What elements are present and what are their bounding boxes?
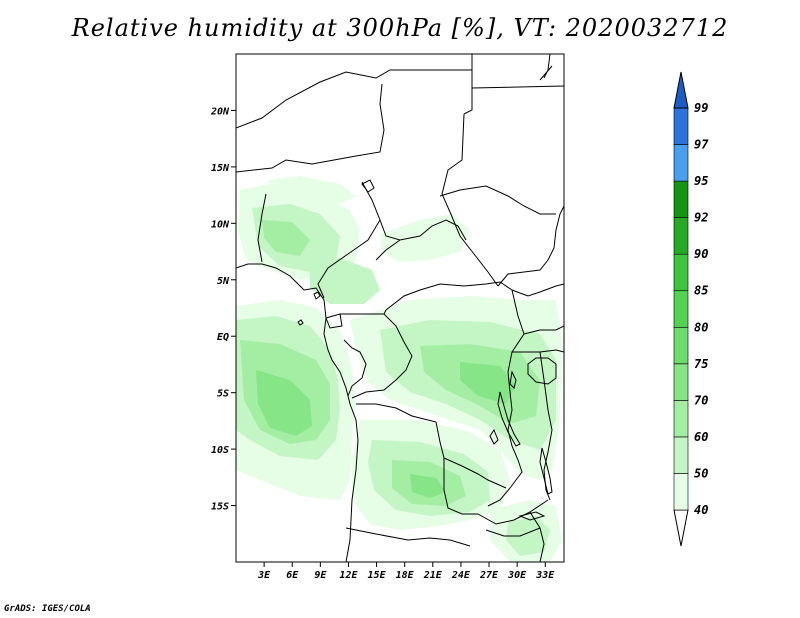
- colorbar-segment: [673, 363, 689, 401]
- lat-tick-label: 10N: [211, 219, 230, 230]
- lon-tick-label: 21E: [423, 570, 443, 581]
- colorbar-segment: [673, 217, 689, 255]
- border-gabon-congo: [325, 313, 343, 329]
- lon-tick-label: 30E: [507, 570, 527, 581]
- border-uganda-south: [512, 349, 564, 353]
- border-cameroon-chad: [375, 239, 401, 261]
- lat-tick-label: 5N: [217, 276, 230, 287]
- colorbar-segment: [673, 253, 689, 292]
- lon-tick-label: 6E: [286, 570, 299, 581]
- border-uganda-kenya: [523, 325, 564, 335]
- colorbar-label: 40: [694, 503, 708, 517]
- colorbar: 40 50 60 70 75 80 85 90 92 95 97 99: [673, 71, 709, 547]
- border-car-drc: [385, 281, 564, 311]
- chart-title: Relative humidity at 300hPa [%], VT: 202…: [71, 14, 729, 42]
- colorbar-segment: [673, 473, 689, 511]
- lon-tick-label: 27E: [479, 570, 499, 581]
- coastline-west: [236, 263, 359, 562]
- country-boundaries: [236, 54, 564, 562]
- border-cameroon-congo: [325, 309, 387, 319]
- colorbar-label: 97: [694, 138, 709, 152]
- border-gabon-inner: [343, 339, 367, 397]
- lat-tick-label: 10S: [211, 445, 229, 456]
- colorbar-segment: [673, 509, 689, 547]
- border-mozambique: [529, 511, 545, 562]
- lake-kariba: [518, 511, 546, 521]
- colorbar-segment: [673, 71, 689, 109]
- humidity-field: [236, 176, 562, 562]
- humidity-area: [310, 258, 380, 304]
- border-chad-sudan: [441, 113, 499, 287]
- colorbar-label: 95: [694, 174, 708, 188]
- lat-tick-label: 15N: [211, 163, 230, 174]
- colorbar-segment: [673, 436, 689, 474]
- map-frame: [235, 53, 565, 563]
- colorbar-segment: [673, 400, 689, 438]
- border-drc-angola: [356, 403, 507, 489]
- border-cameroon-car: [379, 219, 467, 241]
- lon-tick-label: 15E: [368, 570, 387, 581]
- lat-tick-label: 20N: [210, 106, 230, 117]
- border-niger-nigeria: [236, 83, 385, 173]
- colorbar-label: 70: [694, 393, 708, 407]
- border-zambia-south: [477, 499, 549, 525]
- lake-malawi: [539, 447, 553, 495]
- lon-tick-label: 33E: [535, 570, 555, 581]
- colorbar-label: 75: [694, 357, 708, 371]
- lat-tick-label: 5S: [217, 389, 229, 400]
- lake-chad: [361, 179, 375, 193]
- border-ethiopia: [539, 54, 553, 81]
- humidity-area: [410, 474, 446, 498]
- longitude-axis: 3E 6E 9E 12E 15E 18E 21E 24E 27E 30E 33E: [257, 562, 555, 581]
- colorbar-label: 50: [694, 466, 708, 480]
- humidity-area: [380, 214, 470, 262]
- lake-mweru: [489, 428, 499, 445]
- humidity-area: [262, 220, 310, 256]
- lake-tanganyika: [497, 391, 521, 447]
- lon-tick-label: 18E: [396, 570, 415, 581]
- lon-tick-label: 24E: [451, 570, 471, 581]
- border-sudan-south: [497, 205, 564, 287]
- island-bioko: [313, 291, 321, 300]
- lon-tick-label: 12E: [339, 570, 358, 581]
- border-zimbabwe: [485, 527, 541, 537]
- colorbar-label: 60: [694, 430, 708, 444]
- colorbar-segment: [673, 326, 689, 365]
- lake-victoria: [527, 357, 557, 385]
- border-congo-drc: [351, 313, 413, 399]
- colorbar-label: 99: [694, 101, 708, 115]
- lake-kivu: [509, 370, 517, 389]
- border-algeria-niger: [236, 69, 472, 129]
- border-angola-namibia: [345, 527, 471, 547]
- island-sao-tome: [297, 319, 304, 326]
- latitude-axis: 20N 15N 10N 5N EQ 5S 10S 15S: [210, 106, 236, 513]
- border-egypt-sudan: [471, 85, 564, 89]
- border-sudan-internal: [439, 185, 556, 215]
- colorbar-label: 80: [694, 320, 708, 334]
- border-libya-chad: [463, 54, 473, 115]
- colorbar-label: 90: [694, 247, 708, 261]
- lon-tick-label: 3E: [257, 570, 271, 581]
- border-nigeria-benin: [257, 193, 267, 263]
- humidity-area: [268, 176, 356, 204]
- credit-label: GrADS: IGES/COLA: [4, 604, 91, 614]
- lon-tick-label: 9E: [314, 570, 327, 581]
- colorbar-label: 85: [694, 284, 708, 298]
- lat-tick-label: 15S: [211, 502, 229, 513]
- humidity-area: [256, 370, 312, 436]
- colorbar-segment: [673, 290, 689, 328]
- colorbar-segment: [673, 180, 689, 218]
- humidity-area: [460, 362, 516, 404]
- border-angola-zambia: [443, 458, 478, 515]
- colorbar-segment: [673, 144, 689, 182]
- border-nigeria-cameroon: [317, 181, 381, 299]
- colorbar-segment: [673, 107, 689, 145]
- lat-tick-label: EQ: [217, 332, 229, 343]
- colorbar-label: 92: [694, 211, 708, 225]
- border-drc-east: [487, 289, 525, 507]
